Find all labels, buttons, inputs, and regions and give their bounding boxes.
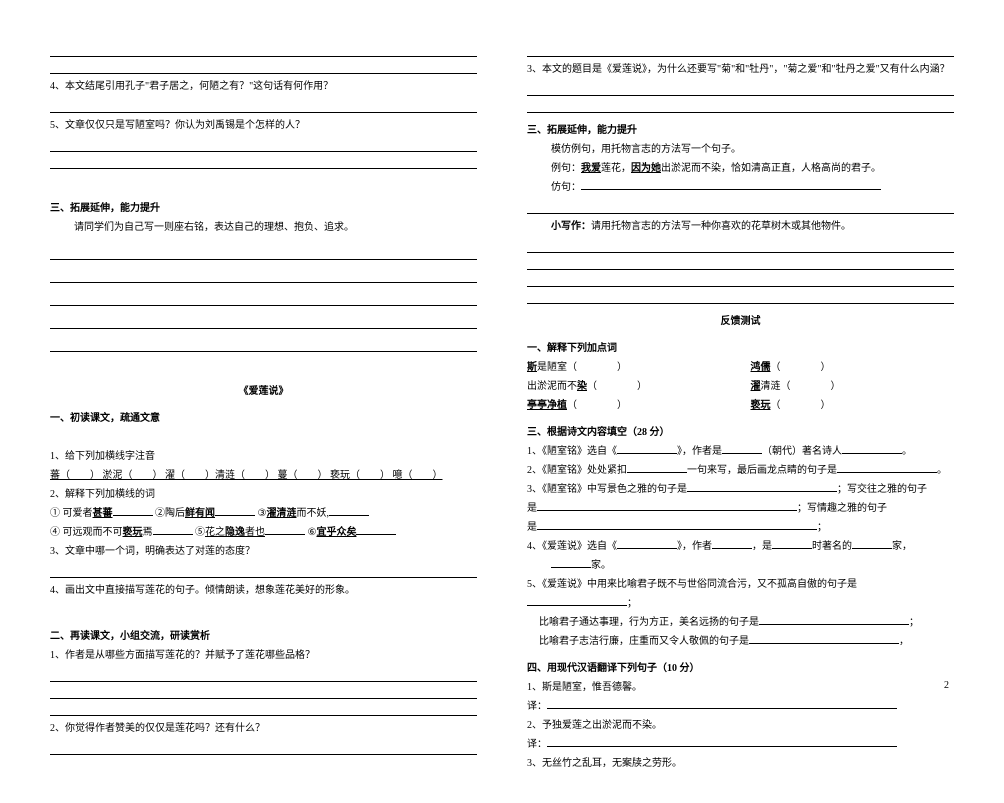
read2-title: 二、再读课文，小组交流，研读赏析 <box>50 627 477 646</box>
fb1-row1: 斯是陋室（） 鸿儒（） <box>527 358 954 377</box>
r1-q3: 3、文章中哪一个词，明确表达了对莲的态度？ <box>50 542 477 561</box>
fb1-title: 一、解释下列加点词 <box>527 339 954 358</box>
essay-title: 《爱莲说》 <box>50 382 477 401</box>
sec3-title: 三、拓展延伸，能力提升 <box>50 199 477 218</box>
r1-q1-items: 蕃（ ） 淤泥（ ） 濯（ ）清涟（ ） 蔓（ ） 亵玩（ ） 噫（ ） <box>50 466 477 485</box>
r2-q2: 2、你觉得作者赞美的仅仅是莲花吗？还有什么？ <box>50 719 477 738</box>
fb4-1: 1、斯是陋室，惟吾德馨。 <box>527 678 954 697</box>
rsec3-t1: 模仿例句，用托物言志的方法写一个句子。 <box>527 140 954 159</box>
rsec3-ex: 例句：我爱莲花，因为她出淤泥而不染，恰如清高正直，人格高尚的君子。 <box>527 159 954 178</box>
fb4-title: 四、用现代汉语翻译下列句子（10 分） <box>527 659 954 678</box>
fb3-4: 4、《爱莲说》选自《》，作者，是时著名的家， <box>527 537 954 556</box>
fb3-2: 2、《陋室铭》处处紧扣一句来写，最后画龙点睛的句子是。 <box>527 461 954 480</box>
fb3-4f: 家。 <box>527 556 954 575</box>
fb4-1-yi: 译： <box>527 697 954 716</box>
fb4-2: 2、予独爱莲之出淤泥而不染。 <box>527 716 954 735</box>
fb1-row3: 亭亭净植（） 亵玩（） <box>527 396 954 415</box>
fb3-5: 5、《爱莲说》中用来比喻君子既不与世俗同流合污，又不孤高自傲的句子是； <box>527 575 954 613</box>
r1-q2-line1: ① 可爱者甚蕃 ②陶后鲜有闻 ③濯清涟而不妖, <box>50 504 477 523</box>
q4-text: 4、本文结尾引用孔子"君子居之，何陋之有？"这句话有何作用？ <box>50 77 477 96</box>
page-number: 2 <box>944 680 949 691</box>
fb4-2-yi: 译： <box>527 735 954 754</box>
fb3-1: 1、《陋室铭》选自《》，作者是（朝代）著名诗人。 <box>527 442 954 461</box>
left-column: 4、本文结尾引用孔子"君子居之，何陋之有？"这句话有何作用？ 5、文章仅仅只是写… <box>50 40 477 773</box>
fb3-title: 三、根据诗文内容填空（28 分） <box>527 423 954 442</box>
fb3-5b: 比喻君子通达事理，行为方正，美名远扬的句子是； <box>527 613 954 632</box>
rq3-text: 3、本文的题目是《爱莲说》，为什么还要写"菊"和"牡丹"，"菊之爱"和"牡丹之爱… <box>527 60 954 79</box>
r1-q2-line2: ④ 可远观而不可亵玩焉 ⑤花之隐逸者也 ⑥宜乎众矣 <box>50 523 477 542</box>
fb1-row2: 出淤泥而不染（） 濯清涟（） <box>527 377 954 396</box>
r1-q1: 1、给下列加横线字注音 <box>50 447 477 466</box>
rsec3-imitate: 仿句： <box>527 178 954 197</box>
fb3-3c: 是；写情趣之雅的句子 <box>527 499 954 518</box>
fb3-5c: 比喻君子志洁行廉，庄重而又令人敬佩的句子是， <box>527 632 954 651</box>
fb3-3e: 是； <box>527 518 954 537</box>
rsec3-title: 三、拓展延伸，能力提升 <box>527 121 954 140</box>
q5-text: 5、文章仅仅只是写陋室吗？你认为刘禹锡是个怎样的人？ <box>50 116 477 135</box>
rsec3-write: 小写作：请用托物言志的方法写一种你喜欢的花草树木或其他物件。 <box>527 217 954 236</box>
right-column: 3、本文的题目是《爱莲说》，为什么还要写"菊"和"牡丹"，"菊之爱"和"牡丹之爱… <box>527 40 954 773</box>
r1-q2: 2、解释下列加横线的词 <box>50 485 477 504</box>
feedback-title: 反馈测试 <box>527 312 954 331</box>
fb3-3: 3、《陋室铭》中写景色之雅的句子是；写交往之雅的句子 <box>527 480 954 499</box>
sec3-text: 请同学们为自己写一则座右铭，表达自己的理想、抱负、追求。 <box>50 218 477 237</box>
fb4-3: 3、无丝竹之乱耳，无案牍之劳形。 <box>527 754 954 773</box>
r1-q4: 4、画出文中直接描写莲花的句子。倾情朗读，想象莲花美好的形象。 <box>50 581 477 600</box>
r2-q1: 1、作者是从哪些方面描写莲花的？并赋予了莲花哪些品格？ <box>50 646 477 665</box>
read1-title: 一、初读课文，疏通文意 <box>50 409 477 428</box>
